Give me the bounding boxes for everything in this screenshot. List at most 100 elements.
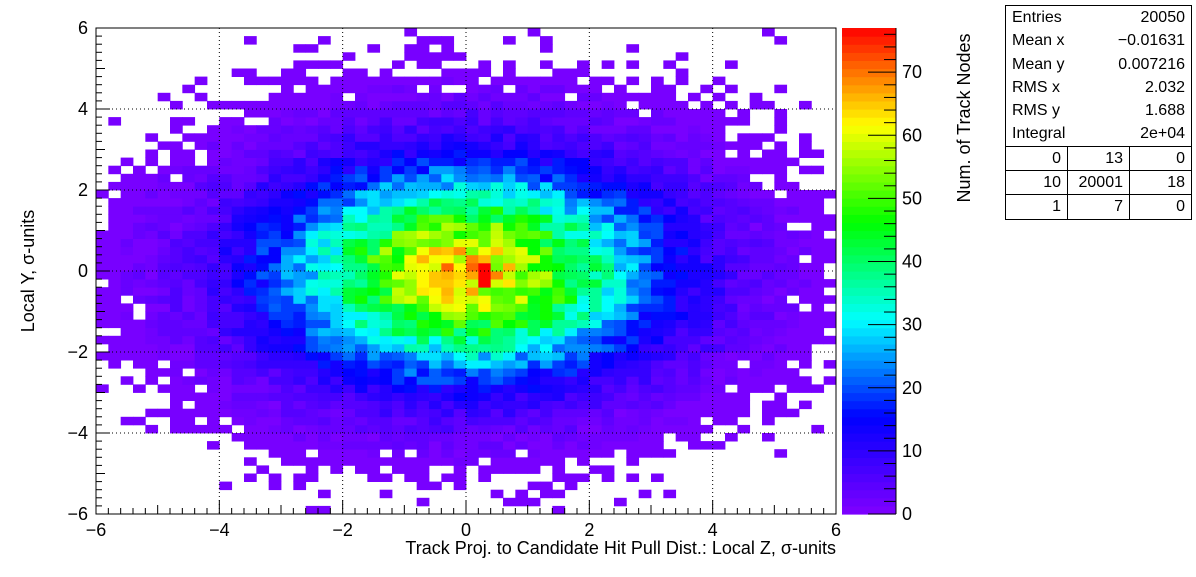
heatmap-cell [564,368,578,377]
heatmap-cell [404,311,418,320]
heatmap-cell [799,376,812,385]
heatmap-cell [293,271,307,280]
heatmap-cell [577,287,590,296]
heatmap-cell [552,327,566,337]
heatmap-cell [515,173,529,183]
heatmap-cell [552,392,566,401]
heatmap-cell [774,360,788,369]
heatmap-cell [503,238,516,248]
heatmap-cell [564,149,578,158]
heatmap-cell [601,173,615,183]
heatmap-cell [318,319,331,329]
heatmap-cell [712,368,726,377]
heatmap-cell [120,173,134,183]
heatmap-cell [392,433,405,442]
heatmap-cell [762,384,775,393]
heatmap-cell [281,457,294,466]
heatmap-cell [404,408,418,418]
heatmap-cell [330,181,344,191]
heatmap-cell [774,165,788,175]
heatmap-cell [318,311,331,320]
heatmap-cell [293,392,307,401]
heatmap-cell [564,327,578,337]
heatmap-cell [527,335,541,345]
heatmap-cell [182,198,196,207]
heatmap-cell [675,68,689,77]
heatmap-cell [749,262,763,272]
heatmap-cell [478,449,492,458]
heatmap-cell [540,433,553,442]
heatmap-cell [194,214,208,223]
heatmap-cell [651,368,664,377]
heatmap-cell [453,117,467,126]
heatmap-cell [157,190,171,199]
heatmap-cell [120,206,134,215]
heatmap-cell [416,287,430,296]
heatmap-cell [638,254,652,264]
heatmap-cell [219,400,233,410]
heatmap-cell [589,157,603,167]
heatmap-cell [392,295,405,304]
heatmap-cell [96,311,109,320]
heatmap-cell [342,441,356,450]
heatmap-cell [527,214,541,223]
heatmap-cell [503,424,516,434]
heatmap-cell [552,279,566,288]
heatmap-cell [490,433,504,442]
heatmap-cell [675,206,689,215]
heatmap-cell [552,335,566,345]
heatmap-cell [651,473,664,482]
heatmap-cell [293,424,307,434]
heatmap-cell [540,254,553,264]
heatmap-cell [120,214,134,223]
heatmap-cell [626,473,640,482]
heatmap-cell [379,125,393,134]
palette-band [842,254,896,264]
heatmap-cell [712,287,726,296]
heatmap-cell [527,424,541,434]
heatmap-cell [737,198,751,207]
heatmap-cell [552,400,566,410]
heatmap-cell [601,473,615,482]
heatmap-cell [244,76,257,86]
heatmap-cell [589,133,603,142]
heatmap-cell [774,157,788,167]
heatmap-cell [503,165,516,175]
heatmap-cell [688,222,701,231]
heatmap-cell [466,198,479,207]
heatmap-cell [589,173,603,183]
heatmap-cell [293,376,307,385]
heatmap-cell [675,198,689,207]
heatmap-cell [589,416,603,426]
heatmap-cell [392,271,405,280]
heatmap-cell [527,230,541,239]
heatmap-cell [305,343,319,353]
heatmap-cell [379,360,393,369]
heatmap-cell [157,198,171,207]
heatmap-cell [503,433,516,442]
heatmap-cell [342,198,356,207]
heatmap-cell [651,165,664,175]
heatmap-cell [774,335,788,345]
heatmap-cell [207,368,220,377]
heatmap-cell [453,222,467,231]
heatmap-cell [194,360,208,369]
heatmap-cell [762,416,775,426]
heatmap-cell [540,441,553,450]
heatmap-cell [614,400,627,410]
heatmap-cell [453,230,467,239]
heatmap-cell [416,457,430,466]
heatmap-cell [133,295,146,304]
heatmap-cell [194,254,208,264]
heatmap-cell [231,206,245,215]
heatmap-cell [293,449,307,458]
heatmap-cell [281,125,294,134]
heatmap-cell [194,165,208,175]
heatmap-cell [478,254,492,264]
heatmap-cell [725,295,738,304]
heatmap-cell [268,173,282,183]
heatmap-cell [601,222,615,231]
heatmap-cell [626,141,640,150]
heatmap-cell [392,408,405,418]
heatmap-cell [355,206,368,215]
